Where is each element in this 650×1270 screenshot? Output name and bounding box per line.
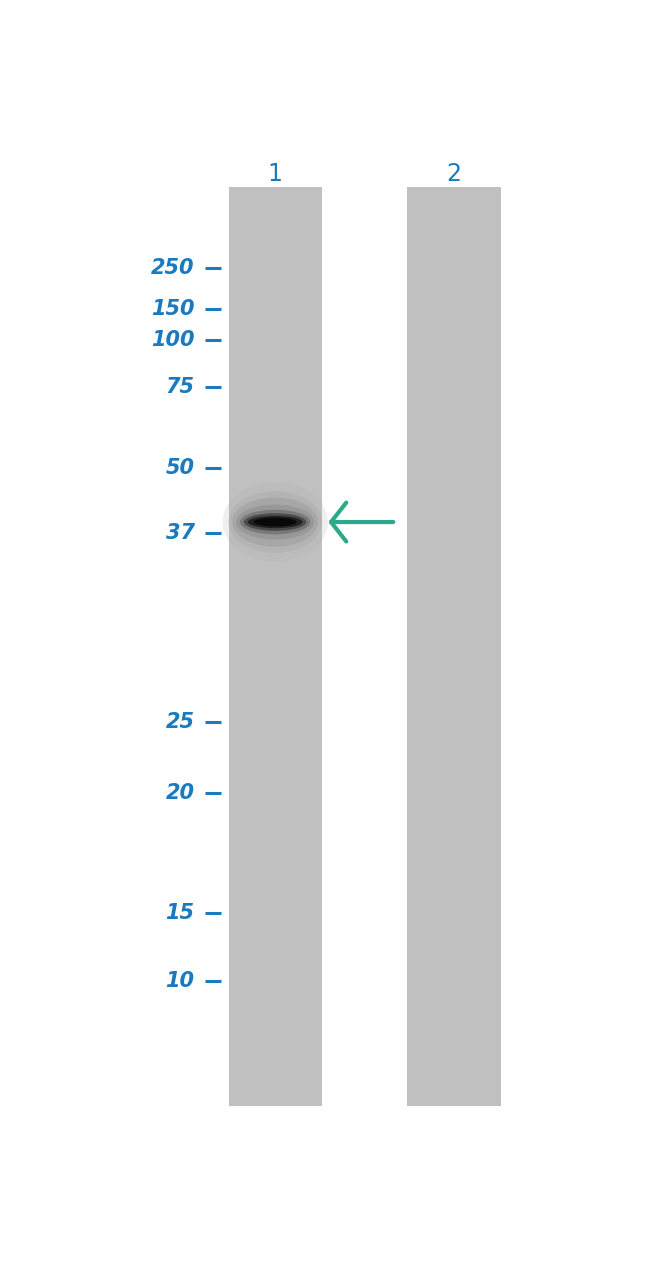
Text: 1: 1	[268, 161, 283, 185]
Text: 100: 100	[151, 330, 194, 351]
Ellipse shape	[254, 518, 296, 527]
Text: 150: 150	[151, 298, 194, 319]
Text: 10: 10	[166, 970, 194, 991]
Text: 37: 37	[166, 523, 194, 542]
Ellipse shape	[248, 516, 302, 528]
Text: 250: 250	[151, 258, 194, 278]
Ellipse shape	[222, 483, 328, 561]
Text: 75: 75	[166, 377, 194, 398]
Text: 2: 2	[447, 161, 461, 185]
Text: 15: 15	[166, 903, 194, 923]
Text: 20: 20	[166, 782, 194, 803]
Ellipse shape	[240, 509, 310, 535]
Bar	[408, 187, 500, 1106]
Ellipse shape	[228, 491, 322, 552]
Text: 25: 25	[166, 711, 194, 732]
Ellipse shape	[244, 513, 306, 531]
Ellipse shape	[232, 498, 318, 546]
Text: 50: 50	[166, 458, 194, 479]
Bar	[229, 187, 322, 1106]
Ellipse shape	[236, 504, 314, 540]
